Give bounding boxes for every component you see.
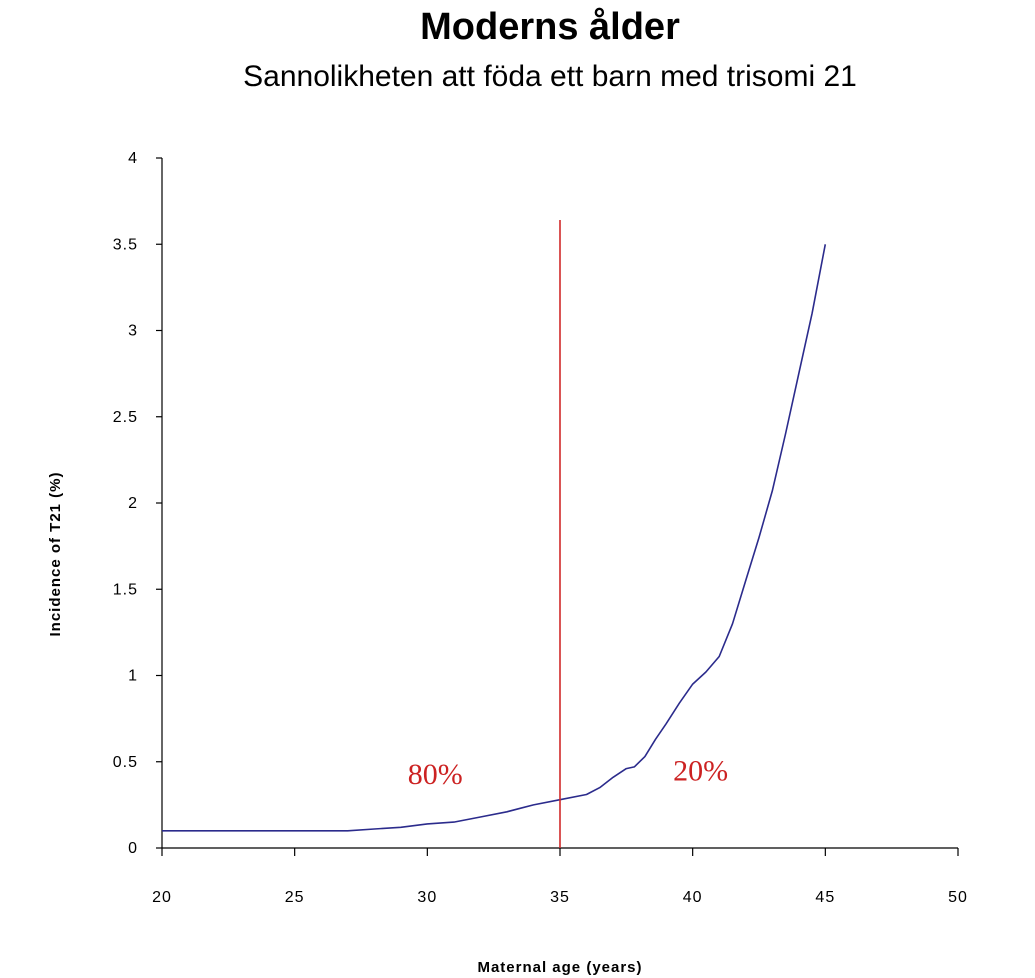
x-tick-label: 30	[417, 889, 437, 906]
y-tick-label: 1.5	[113, 581, 138, 598]
y-axis-title: Incidence of T21 (%)	[47, 471, 64, 636]
y-tick-label: 0	[128, 840, 138, 857]
y-tick-label: 1	[128, 668, 138, 685]
x-tick-label: 35	[550, 889, 570, 906]
x-tick-label: 45	[815, 889, 835, 906]
y-tick-label: 0.5	[113, 754, 138, 771]
x-tick-label: 50	[948, 889, 968, 906]
x-tick-label: 40	[683, 889, 703, 906]
x-axis-title: Maternal age (years)	[477, 959, 642, 976]
tick-labels: 20 25 30 35 40 45 50 0 0.5 1 1.5 2 2.5 3 3.5 4	[113, 150, 968, 906]
chart-subtitle: Sannolikheten att föda ett barn med tris…	[243, 60, 857, 93]
tick-marks	[156, 157, 959, 856]
annotations: 80% 20%	[408, 754, 728, 790]
y-tick-label: 2	[128, 495, 138, 512]
x-tick-label: 20	[152, 889, 172, 906]
y-tick-label: 4	[128, 150, 138, 167]
annotation-label: 20%	[673, 754, 728, 787]
y-tick-label: 3.5	[113, 236, 138, 253]
annotation-label: 80%	[408, 758, 463, 791]
chart-title: Moderns ålder	[420, 6, 680, 48]
series-group	[162, 220, 827, 848]
y-tick-label: 2.5	[113, 409, 138, 426]
y-tick-label: 3	[128, 323, 138, 340]
x-tick-label: 25	[285, 889, 305, 906]
series-line	[162, 244, 827, 832]
